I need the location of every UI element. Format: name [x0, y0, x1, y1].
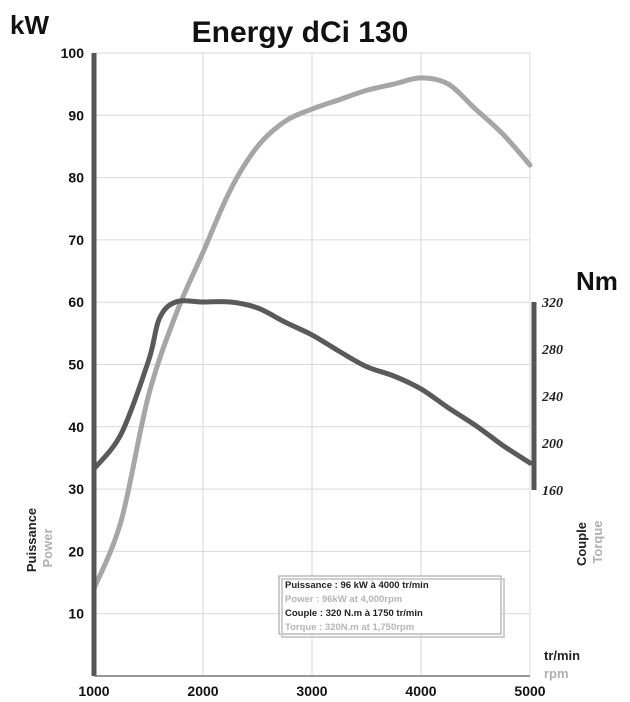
left-unit-label: kW	[10, 10, 49, 40]
y-left-tick-label: 40	[68, 419, 84, 435]
x-unit-secondary: rpm	[544, 666, 569, 681]
y-left-tick-label: 90	[68, 107, 84, 123]
y-right-tick-label: 200	[541, 437, 563, 452]
power-curve	[91, 75, 533, 592]
x-tick-label: 3000	[296, 683, 327, 699]
torque-curve	[91, 298, 533, 472]
x-tick-label: 5000	[514, 683, 545, 699]
legend-frame	[278, 575, 502, 635]
legend-line: Puissance : 96 kW à 4000 tr/min	[285, 580, 429, 591]
y-left-tick-label: 10	[68, 606, 84, 622]
x-tick-label: 4000	[405, 683, 436, 699]
left-axis-label-primary: Puissance	[24, 508, 39, 572]
legend-shadow	[281, 578, 505, 638]
y-left-tick-label: 100	[61, 45, 85, 61]
chart-title: Energy dCi 130	[192, 16, 409, 49]
y-left-tick-label: 20	[68, 543, 84, 559]
y-right-tick-label: 160	[542, 484, 563, 499]
x-tick-label: 2000	[187, 683, 218, 699]
axes	[91, 53, 537, 677]
legend: Puissance : 96 kW à 4000 tr/min Power : 9…	[278, 575, 505, 638]
y-left-tick-label: 60	[68, 294, 84, 310]
y-right-tick-label: 280	[541, 343, 563, 358]
y-right-tick-label: 240	[541, 390, 563, 405]
left-axis-label-secondary: Power	[40, 528, 55, 567]
y-right-tick-label: 320	[541, 296, 563, 311]
right-axis-label-primary: Couple	[574, 522, 589, 566]
right-axis-label-secondary: Torque	[590, 520, 605, 563]
right-unit-label: Nm	[576, 266, 618, 296]
x-tick-label: 1000	[78, 683, 109, 699]
legend-line: Couple : 320 N.m à 1750 tr/min	[285, 608, 423, 619]
legend-line: Power : 96kW at 4,000rpm	[285, 594, 402, 605]
legend-line: Torque : 320N.m at 1,750rpm	[285, 622, 414, 633]
y-left-tick-label: 80	[68, 170, 84, 186]
y-left-tick-label: 30	[68, 481, 84, 497]
series-layer	[91, 75, 533, 592]
tick-labels: 10 20 30 40 50 60 70 80 90 100 160 200 240 280 320 1000…	[61, 45, 563, 699]
y-left-tick-label: 50	[68, 357, 84, 373]
y-left-tick-label: 70	[68, 232, 84, 248]
x-unit-primary: tr/min	[544, 648, 580, 663]
